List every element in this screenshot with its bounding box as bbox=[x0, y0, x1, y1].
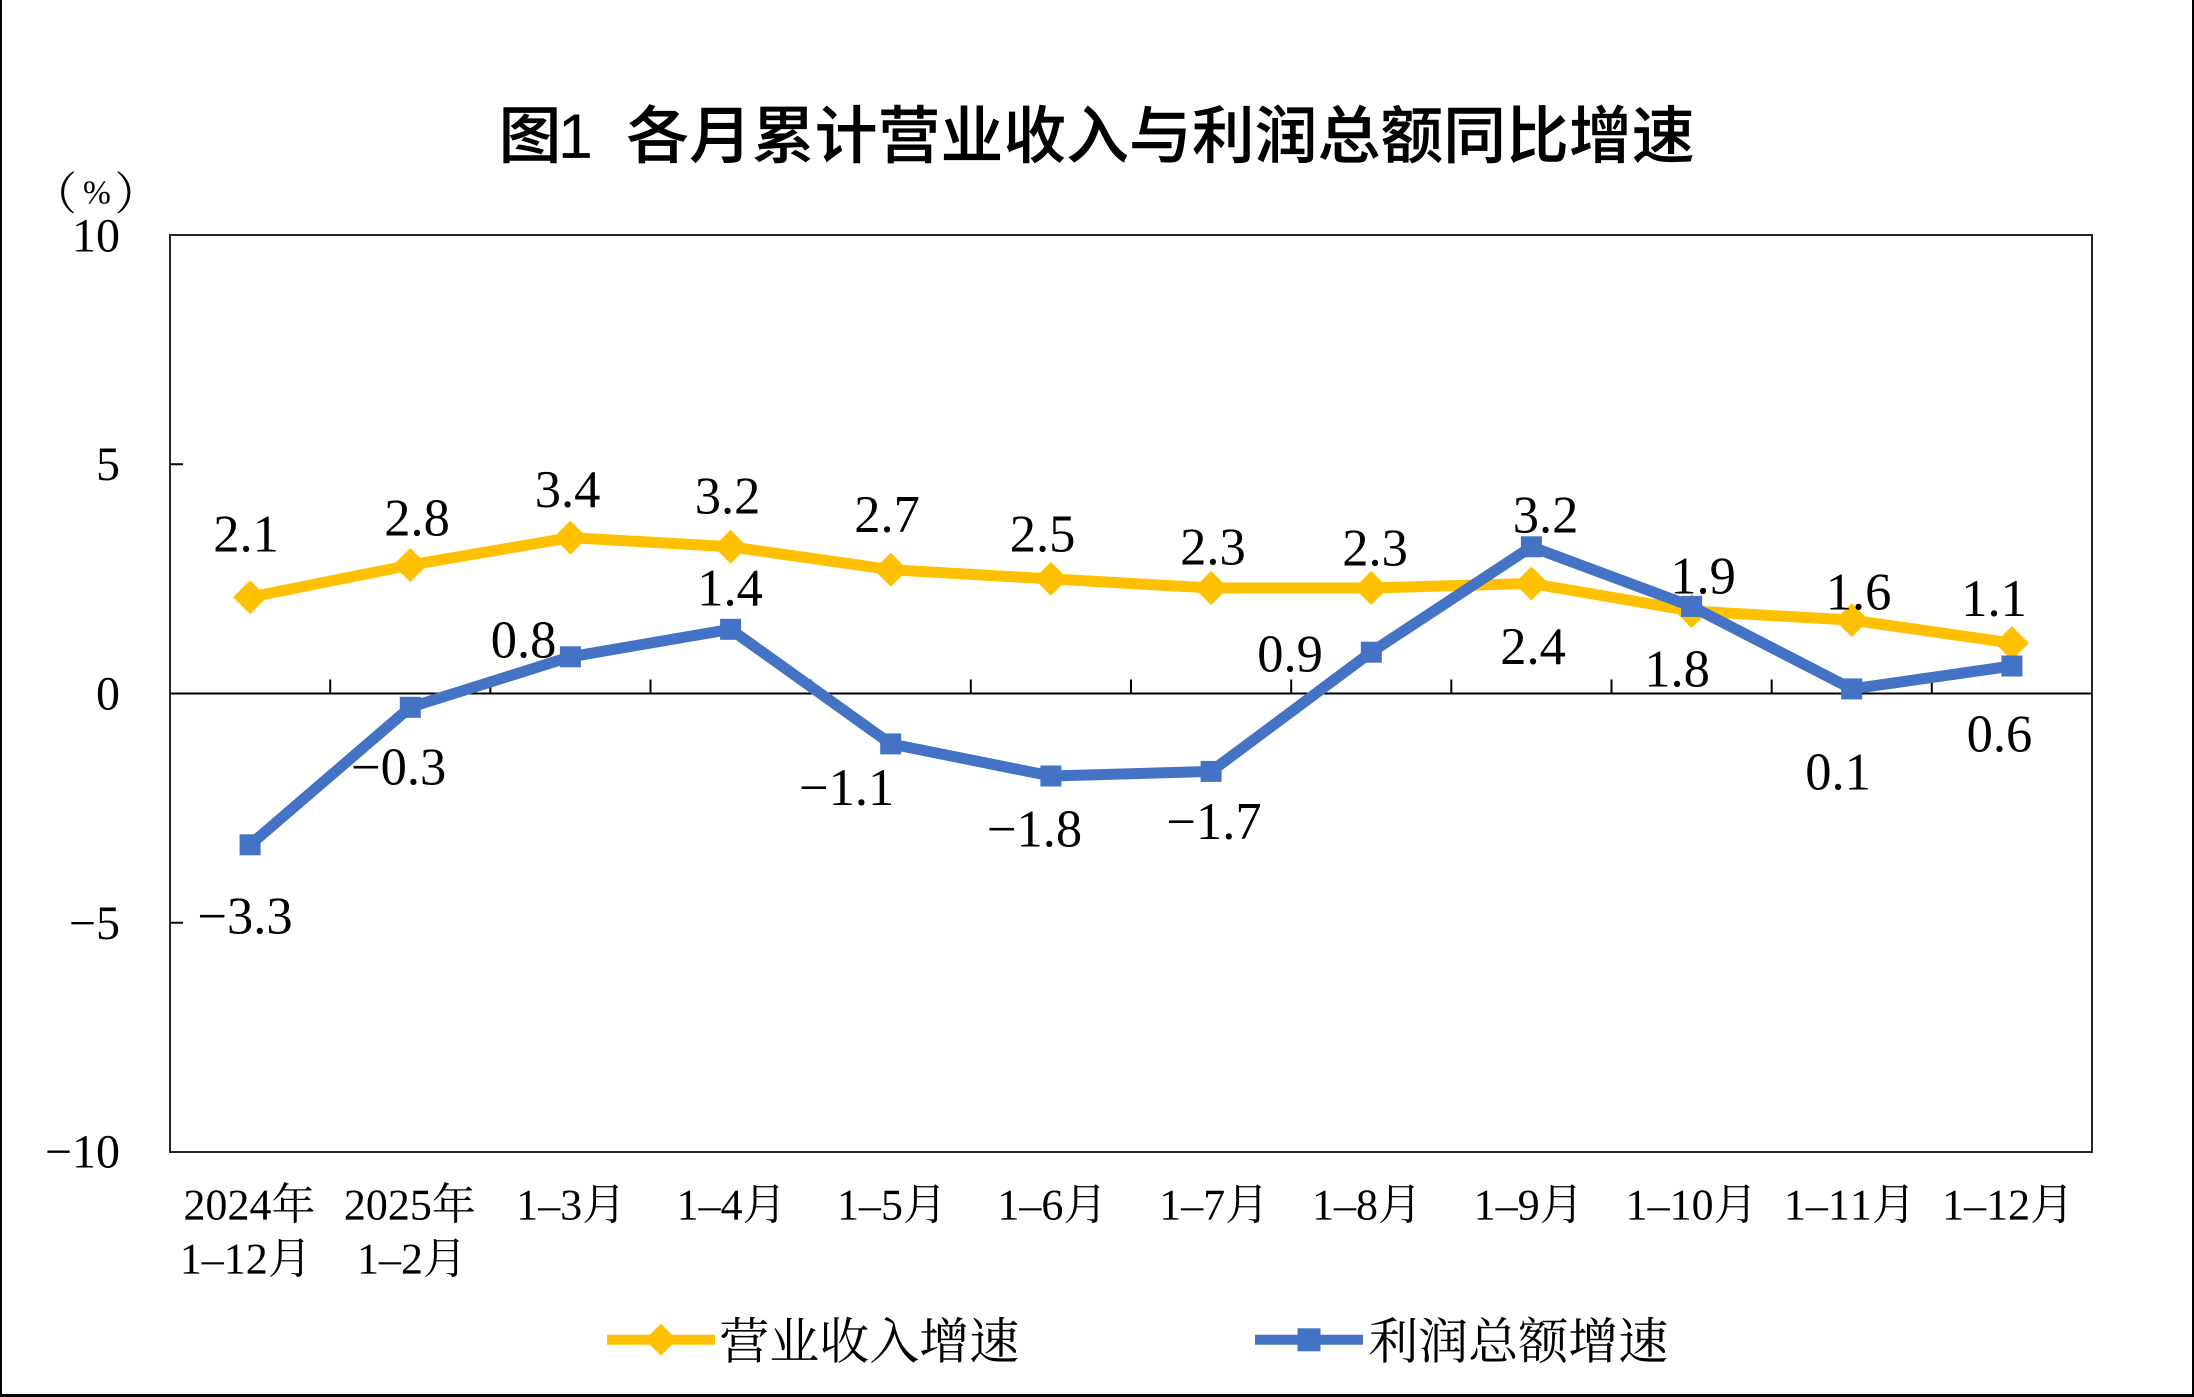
svg-text:0: 0 bbox=[96, 668, 120, 721]
svg-text:3.4: 3.4 bbox=[535, 461, 601, 519]
svg-text:−0.3: −0.3 bbox=[351, 738, 446, 796]
svg-text:5: 5 bbox=[96, 438, 120, 491]
svg-text:−1.7: −1.7 bbox=[1166, 793, 1261, 851]
svg-text:2.3: 2.3 bbox=[1342, 520, 1408, 578]
svg-text:1.6: 1.6 bbox=[1826, 564, 1892, 622]
svg-text:2.1: 2.1 bbox=[213, 506, 279, 564]
svg-text:2.4: 2.4 bbox=[1500, 618, 1566, 676]
svg-text:1.9: 1.9 bbox=[1670, 547, 1736, 605]
svg-text:2.7: 2.7 bbox=[854, 486, 920, 544]
svg-text:3.2: 3.2 bbox=[695, 468, 761, 526]
svg-text:2.5: 2.5 bbox=[1010, 506, 1076, 564]
svg-text:1.1: 1.1 bbox=[1961, 570, 2027, 628]
svg-text:0.8: 0.8 bbox=[491, 612, 557, 670]
svg-text:1.4: 1.4 bbox=[697, 560, 763, 618]
svg-text:3.2: 3.2 bbox=[1513, 486, 1579, 544]
svg-text:−3.3: −3.3 bbox=[197, 887, 292, 945]
svg-text:−1.1: −1.1 bbox=[799, 759, 894, 817]
svg-text:−5: −5 bbox=[69, 897, 120, 950]
svg-text:0.1: 0.1 bbox=[1805, 744, 1871, 802]
svg-text:0.6: 0.6 bbox=[1967, 705, 2033, 763]
svg-text:1.8: 1.8 bbox=[1644, 641, 1710, 699]
svg-text:2.3: 2.3 bbox=[1180, 518, 1246, 576]
svg-text:0.9: 0.9 bbox=[1257, 626, 1323, 684]
svg-text:2.8: 2.8 bbox=[384, 489, 450, 547]
svg-text:−1.8: −1.8 bbox=[987, 801, 1082, 859]
svg-text:−10: −10 bbox=[45, 1126, 120, 1179]
svg-text:10: 10 bbox=[72, 210, 120, 263]
